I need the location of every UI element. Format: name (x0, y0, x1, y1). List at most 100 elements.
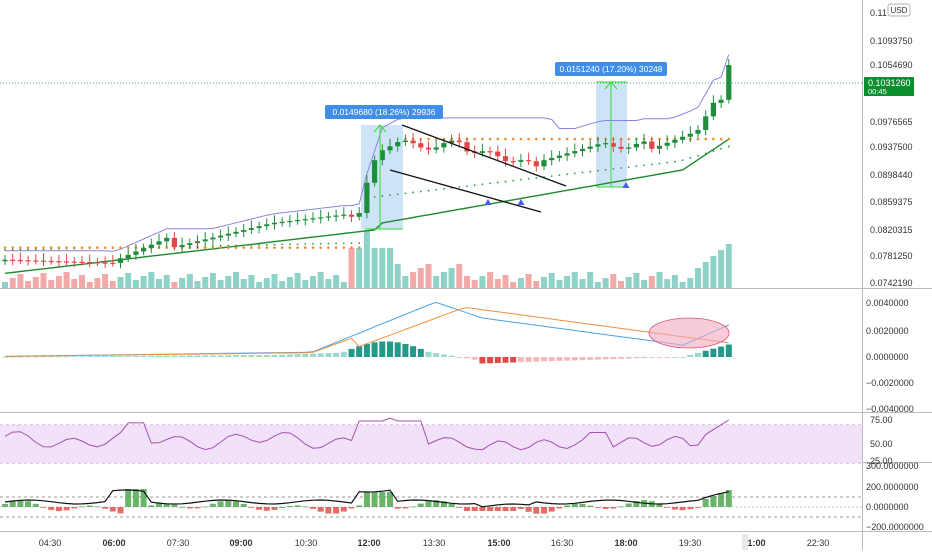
candle-body (133, 251, 139, 255)
osc-bar (286, 506, 293, 507)
macd-histogram-bar (9, 356, 16, 358)
volume-bar (348, 248, 355, 288)
trailing-dot (489, 182, 491, 185)
candle-body (33, 260, 39, 262)
osc-bar (86, 505, 93, 507)
level-dot (111, 246, 115, 249)
currency-badge[interactable] (887, 3, 911, 17)
signal-triangle (484, 199, 492, 205)
level-dot (527, 137, 530, 141)
time-tick-label: 13:30 (423, 538, 446, 548)
volume-bar (209, 273, 216, 288)
trailing-dot (573, 172, 576, 175)
level-dot (727, 137, 731, 141)
osc-bar (171, 504, 178, 507)
macd-histogram-bar (271, 354, 278, 357)
level-dot (234, 246, 238, 249)
macd-histogram-bar (533, 357, 540, 362)
rsi-line (4, 417, 730, 451)
trailing-dot (604, 168, 607, 171)
candle-body (564, 153, 570, 156)
candle-body (395, 142, 401, 147)
volume-bar (186, 274, 193, 288)
osc-bar (525, 507, 532, 512)
macd-histogram-bar (2, 356, 8, 358)
volume-bar (410, 272, 417, 288)
trailing-dot (512, 179, 515, 182)
trailing-dot (527, 177, 530, 180)
candle-body (680, 136, 686, 140)
macd-histogram-bar (464, 357, 470, 359)
trailing-dot (712, 150, 715, 152)
osc-bar (209, 503, 216, 507)
volume-bar (256, 282, 263, 288)
volume-bar (594, 282, 601, 288)
last-price-countdown: 00:45 (868, 87, 887, 96)
volume-bar (363, 230, 370, 288)
volume-bar (17, 274, 24, 288)
volume-bar (125, 273, 132, 288)
macd-histogram-bar (240, 355, 247, 357)
currency-label: USD (891, 6, 908, 15)
macd-histogram-bar (702, 350, 709, 357)
level-dot (357, 246, 361, 249)
trailing-dot (273, 243, 276, 246)
candle-body (79, 261, 85, 263)
time-tick-label: 16:30 (551, 538, 574, 548)
level-dot (11, 246, 14, 249)
macd-histogram-bar (86, 356, 93, 357)
osc-bar (556, 507, 563, 509)
lower-band-line (4, 138, 730, 274)
volume-bar (610, 274, 617, 288)
trailing-dot (4, 249, 6, 251)
trailing-dot (643, 164, 645, 167)
candle-body (125, 254, 131, 259)
osc-bar (687, 507, 694, 510)
osc-bar (109, 507, 116, 512)
trendline-lower[interactable] (389, 169, 542, 213)
macd-histogram-bar (656, 357, 663, 358)
macd-tick-label: 0.0000000 (866, 352, 909, 362)
price-tick-label: 0.0859375 (870, 197, 913, 207)
macd-histogram-bar (564, 357, 571, 361)
macd-histogram-bar (294, 354, 301, 357)
candle-body (333, 215, 339, 217)
trailing-dot (396, 193, 399, 196)
time-tick-label: 19:30 (679, 538, 702, 548)
candle-body (295, 220, 301, 222)
candle-body (572, 151, 578, 154)
osc-bar (702, 499, 709, 507)
volume-bar (233, 272, 239, 288)
volume-bar (448, 268, 455, 288)
trailing-dot (389, 194, 391, 197)
level-dot (273, 246, 276, 249)
macd-histogram-bar (79, 356, 85, 358)
measure-arrowhead-1 (373, 124, 387, 133)
level-dot (19, 246, 22, 249)
highlight-ellipse[interactable] (648, 317, 730, 349)
macd-histogram-bar (648, 357, 655, 358)
trailing-dot (581, 171, 584, 174)
osc-bar (140, 489, 147, 507)
level-dot (211, 246, 215, 249)
candle-body (526, 160, 532, 162)
macd-histogram-bar (256, 355, 263, 357)
level-dot (619, 137, 623, 141)
candle-body (556, 155, 562, 158)
rsi-tick-label: 50.00 (870, 439, 893, 449)
trailing-dot (358, 242, 361, 244)
time-tick-label: 09:00 (229, 538, 252, 548)
trailing-dot (289, 243, 291, 246)
candle-body (218, 235, 224, 238)
osc-bar (517, 507, 524, 509)
trendline-upper[interactable] (401, 124, 567, 187)
volume-bar (55, 276, 62, 288)
candle-body (402, 140, 408, 143)
osc-bar (148, 505, 155, 507)
candle-body (10, 259, 16, 261)
volume-bar (179, 278, 186, 288)
osc-bar (202, 506, 209, 508)
macd-histogram-bar (687, 354, 694, 357)
candle-body (117, 258, 124, 263)
